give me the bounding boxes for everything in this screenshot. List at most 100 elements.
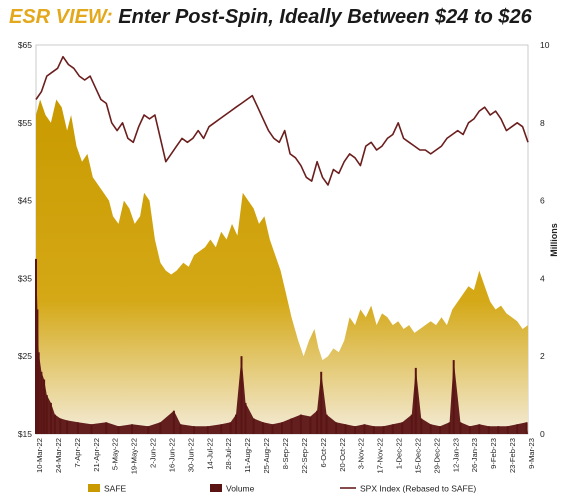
x-axis-ticks: 10-Mar-22 24-Mar-22 7-Apr-22 21-Apr-22 5-May… [35, 438, 536, 474]
x-axis-tick-label: 28-Jul-22 [224, 438, 233, 470]
x-axis-tick-label: 15-Dec-22 [413, 438, 422, 473]
volume-bar [244, 402, 247, 434]
volume-bar [147, 426, 150, 434]
volume-bar [309, 416, 312, 434]
volume-bar [235, 414, 237, 434]
volume-bar [281, 422, 283, 434]
volume-bar [220, 424, 223, 434]
legend-label: SPX Index (Rebased to SAFE) [360, 484, 476, 494]
volume-bar [525, 422, 528, 434]
left-axis-tick-label: $45 [18, 196, 32, 206]
x-axis-tick-label: 30-Jun-22 [186, 438, 195, 472]
volume-bar [320, 371, 323, 434]
volume-bar [335, 422, 338, 434]
left-axis-tick-label: $35 [18, 273, 32, 283]
x-axis-tick-label: 16-Jun-22 [167, 438, 176, 472]
volume-bar [105, 422, 108, 434]
volume-bar [410, 414, 413, 434]
volume-bar [37, 352, 40, 434]
volume-bar [159, 422, 162, 434]
chart-title: ESR VIEW: Enter Post-Spin, Ideally Betwe… [9, 4, 559, 30]
right-axis-tick-label: 8 [540, 118, 545, 128]
volume-bar [382, 426, 385, 434]
x-axis-tick-label: 19-May-22 [130, 438, 139, 474]
volume-bar [487, 426, 490, 434]
volume-bar [66, 420, 69, 434]
x-axis-tick-label: 2-Jun-22 [149, 438, 158, 468]
volume-bar [229, 422, 232, 434]
chart-title-prefix: ESR VIEW: [9, 6, 113, 28]
x-axis-tick-label: 22-Sep-22 [300, 438, 309, 473]
safe-area-layer [36, 99, 528, 434]
volume-bar [299, 414, 302, 434]
volume-bar [452, 360, 455, 434]
x-axis-tick-label: 1-Dec-22 [395, 438, 404, 469]
legend-swatch-safe [88, 484, 100, 492]
volume-bar [448, 422, 451, 434]
x-axis-tick-label: 7-Apr-22 [73, 438, 82, 468]
volume-bar [240, 356, 243, 434]
x-axis-tick-label: 26-Jan-23 [470, 438, 479, 472]
volume-bar [401, 422, 404, 434]
right-axis-tick-label: 6 [540, 196, 545, 206]
volume-bar [35, 258, 37, 434]
volume-bar [414, 367, 417, 434]
volume-bar [516, 424, 519, 434]
volume-bar [344, 424, 347, 434]
volume-bar [36, 309, 39, 434]
volume-bar [43, 379, 46, 434]
volume-bar [262, 422, 265, 434]
volume-bar [325, 414, 328, 434]
right-axis-tick-label: 4 [540, 273, 545, 283]
right-axis-label: Millions [549, 223, 559, 257]
volume-bar [179, 424, 182, 434]
volume-bar [478, 424, 481, 434]
x-axis-tick-label: 9-Feb-23 [489, 438, 498, 469]
volume-bars-layer [35, 258, 528, 434]
right-axis-ticks: 0 2 4 6 8 10 [540, 40, 550, 439]
volume-bar [206, 426, 209, 434]
right-axis-tick-label: 10 [540, 40, 550, 50]
volume-bar [439, 426, 442, 434]
left-axis-tick-label: $55 [18, 118, 32, 128]
x-axis-tick-label: 25-Aug-22 [262, 438, 271, 473]
volume-bar [354, 426, 356, 434]
volume-bar [497, 426, 500, 434]
x-axis-tick-label: 20-Oct-22 [338, 438, 347, 472]
x-axis-tick-label: 23-Feb-23 [508, 438, 517, 473]
volume-bar [459, 422, 462, 434]
chart-title-main: Enter Post-Spin, Ideally Between $24 to … [118, 6, 532, 28]
x-axis-tick-label: 21-Apr-22 [92, 438, 101, 472]
volume-bar [363, 424, 366, 434]
volume-bar [49, 402, 52, 434]
volume-bar [45, 395, 48, 434]
x-axis-tick-label: 17-Nov-22 [376, 438, 385, 473]
right-axis-tick-label: 2 [540, 351, 545, 361]
volume-bar [131, 424, 133, 434]
x-axis-tick-label: 11-Aug-22 [243, 438, 252, 473]
volume-bar [59, 418, 62, 434]
legend-swatch-volume [210, 484, 222, 492]
right-axis-tick-label: 0 [540, 429, 545, 439]
volume-bar [429, 424, 432, 434]
x-axis-tick-label: 10-Mar-22 [35, 438, 44, 473]
x-axis-tick-label: 9-Mar-23 [527, 438, 536, 469]
x-axis-tick-label: 5-May-22 [111, 438, 120, 470]
volume-bar [316, 410, 319, 434]
left-axis-tick-label: $65 [18, 40, 32, 50]
volume-bar [420, 418, 423, 434]
volume-bar [53, 414, 56, 434]
volume-bar [76, 422, 79, 434]
spx-line [35, 55, 529, 186]
x-axis-tick-label: 8-Sep-22 [281, 438, 290, 469]
safe-area [36, 99, 528, 434]
legend-label: Volume [226, 484, 255, 494]
volume-bar [193, 426, 196, 434]
volume-bar [468, 426, 471, 434]
x-axis-tick-label: 3-Nov-22 [357, 438, 366, 469]
volume-bar [172, 410, 175, 434]
left-axis-tick-label: $15 [18, 429, 32, 439]
legend-label: SAFE [104, 484, 127, 494]
volume-bar [391, 424, 394, 434]
